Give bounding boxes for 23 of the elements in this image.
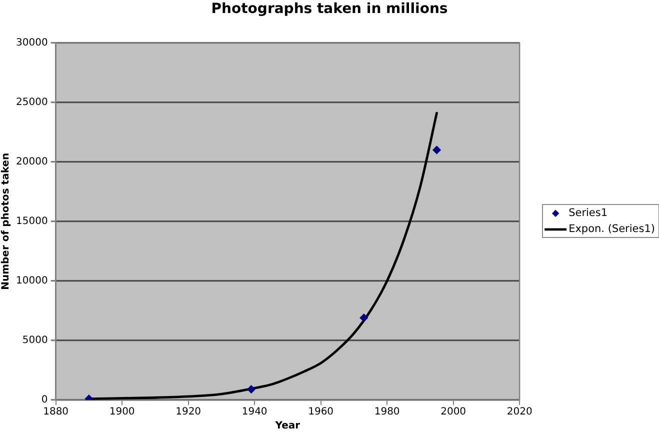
legend-label: Expon. (Series1) bbox=[568, 223, 656, 236]
point bbox=[247, 385, 256, 394]
x-tick-label: 1980 bbox=[374, 406, 400, 418]
x-tick-label: 1920 bbox=[176, 406, 202, 418]
y-tick-label: 20000 bbox=[16, 156, 48, 168]
x-tick-label: 1940 bbox=[242, 406, 268, 418]
x-tick-label: 1960 bbox=[308, 406, 334, 418]
y-tick-label: 25000 bbox=[16, 96, 48, 108]
y-tick-label: 10000 bbox=[16, 276, 48, 287]
y-tick-label: 15000 bbox=[16, 216, 48, 227]
x-tick-label: 1900 bbox=[109, 406, 135, 418]
x-tick-label: 1880 bbox=[43, 406, 69, 418]
x-axis-title: Year bbox=[274, 420, 300, 432]
point bbox=[360, 314, 368, 322]
chart-title: Photographs taken in millions bbox=[211, 1, 448, 18]
y-axis-title: Number of photos taken bbox=[0, 152, 12, 290]
x-tick-label: 2020 bbox=[506, 406, 532, 418]
legend-label: Series1 bbox=[568, 207, 608, 220]
y-tick-label: 0 bbox=[41, 394, 48, 406]
point bbox=[432, 146, 441, 154]
y-tick-label: 5000 bbox=[22, 335, 48, 346]
y-tick-label: 30000 bbox=[16, 37, 48, 48]
x-tick-label: 2000 bbox=[440, 406, 466, 418]
